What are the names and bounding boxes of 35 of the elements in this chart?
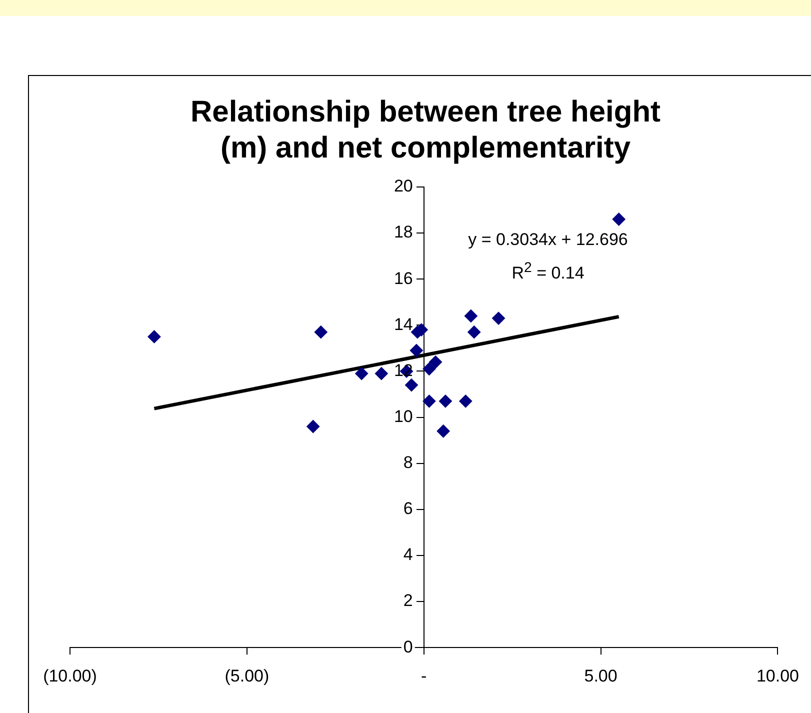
- point: [404, 378, 418, 392]
- x-tick-label: (5.00): [224, 666, 270, 686]
- point: [436, 424, 450, 438]
- y-tick-label: 20: [394, 176, 413, 196]
- y-tick-label: 8: [403, 453, 413, 472]
- point: [429, 356, 442, 369]
- y-tick-label: 0: [403, 637, 413, 656]
- point: [422, 362, 436, 376]
- point: [410, 344, 423, 358]
- x-tick-label: (10.00): [43, 666, 97, 686]
- point: [306, 420, 320, 434]
- point: [314, 326, 328, 339]
- x-tick-label: 5.00: [584, 666, 618, 686]
- y-tick-label: 18: [394, 222, 413, 242]
- annotation: y = 0.3034x + 12.696: [468, 230, 628, 250]
- point: [612, 212, 626, 226]
- y-tick-label: 6: [403, 499, 413, 518]
- point: [492, 312, 506, 325]
- chart-title: Relationship between tree height (m) and net complementarity: [190, 95, 661, 164]
- y-tick-label: 10: [394, 406, 413, 426]
- point: [464, 309, 478, 322]
- y-tick-label: 16: [394, 268, 413, 288]
- y-tick-label: 4: [403, 545, 413, 564]
- x-tick-label: -: [421, 666, 427, 686]
- point: [355, 367, 368, 380]
- point: [468, 326, 481, 339]
- y-tick-label: 14: [394, 314, 413, 334]
- y-tick-label: 2: [403, 591, 413, 610]
- point: [438, 394, 452, 408]
- annotation: R$^{2}$ = 0.14: [512, 260, 584, 284]
- point: [422, 394, 436, 408]
- point: [374, 367, 388, 380]
- point: [148, 330, 161, 344]
- x-tick-label: 10.00: [756, 666, 800, 686]
- point: [459, 394, 472, 408]
